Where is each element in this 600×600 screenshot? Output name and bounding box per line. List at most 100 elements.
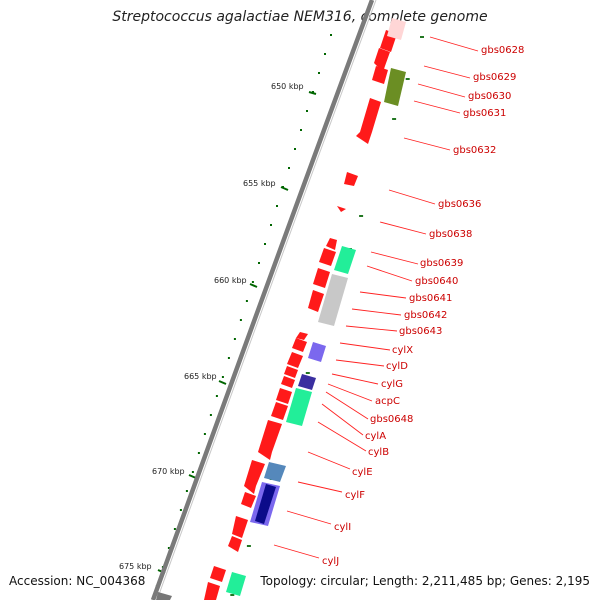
kbp-major-tick [308,91,317,95]
leader-line [370,251,419,265]
gene-label: gbs0648 [370,414,413,425]
ruler-dot [318,72,320,74]
gene-arrow [372,66,388,84]
gene-labels: gbs0628 gbs0629 gbs0630 gbs0631 gbs0632 … [273,36,524,567]
leader-line [417,83,466,98]
kbp-major-tick [188,474,197,479]
gene-label: cylF [345,490,365,501]
ruler-dot [167,547,170,549]
gene-track-categories [156,18,406,600]
kbp-label: 660 kbp [214,276,247,285]
accession-label: Accession: NC_004368 [9,574,146,588]
gene-arrow [292,338,307,352]
ruler-dot [239,319,242,321]
gene-arrow [337,206,346,212]
ruler-dot [330,34,332,36]
gene-track-forward [204,30,397,600]
gene-block [308,342,326,362]
gene-arrow [313,268,330,288]
ruler-dot [209,414,212,416]
gene-arrow [210,566,226,582]
ruler-dot [179,509,182,511]
leader-line [273,544,320,559]
leader-line [317,421,367,452]
leader-line [366,265,413,282]
ruler-dot [203,433,206,435]
ruler-dot [288,167,290,169]
feature-tick [405,78,410,80]
leader-line [327,383,373,402]
gene-arrow [356,98,381,144]
kbp-label: 675 kbp [119,562,152,571]
kbp-label: 665 kbp [184,372,217,381]
leader-line [331,373,379,385]
ruler-dot [258,262,260,264]
gene-label: cylJ [322,556,339,567]
gene-arrow [284,366,298,378]
gene-label: gbs0631 [463,108,506,119]
gene-arrow [308,290,324,312]
ruler-dot [294,148,296,150]
gene-label: acpC [375,396,400,407]
ruler-dot [233,338,236,340]
feature-tick [305,372,310,374]
ruler-dot [251,281,254,283]
gene-label: gbs0640 [415,276,458,287]
gene-arrow [276,388,292,404]
gene-arrow [271,402,288,420]
ruler-dot [185,490,188,492]
gene-label: gbs0641 [409,293,452,304]
leader-line [297,481,343,493]
kbp-label: 670 kbp [152,467,185,476]
gene-arrow [204,582,220,600]
gene-label: cylX [392,345,413,356]
leader-line [325,391,369,420]
ruler-dot [221,376,224,378]
gene-block [286,388,312,426]
ruler-dot [276,205,278,207]
kbp-major-tick [280,186,289,191]
gene-block [384,68,406,106]
leader-line [351,308,402,316]
gene-block [226,572,246,596]
ruler-dot [227,357,230,359]
kbp-axis: 650 kbp 655 kbp 660 kbp 665 kbp 670 kbp … [119,82,317,574]
gene-arrow [244,460,265,494]
kbp-major-tick [218,380,227,385]
ruler-dot [312,91,314,93]
leader-line [335,359,385,367]
gene-block [298,374,316,390]
gene-label: cylI [334,522,351,533]
leader-line [307,451,351,470]
gene-arrow [344,172,358,186]
gene-label: cylB [368,447,389,458]
leader-line [321,403,364,436]
feature-tick [420,36,424,38]
leader-line [388,189,436,205]
gene-label: gbs0632 [453,145,496,156]
leader-line [286,510,332,525]
gene-label: gbs0628 [481,45,524,56]
ruler-dot [324,53,326,55]
ruler-dot [173,528,176,530]
leader-line [413,100,461,114]
gene-block [318,274,348,326]
leader-line [379,221,427,235]
leader-line [403,137,451,151]
gene-arrow [287,352,303,368]
gene-arrow [319,248,336,266]
gene-label: gbs0638 [429,229,472,240]
gene-block [156,592,172,600]
ruler-dot [264,243,266,245]
feature-tick [392,118,397,120]
kbp-label: 655 kbp [243,179,276,188]
gene-label: gbs0630 [468,91,511,102]
feature-tick [246,545,251,547]
gene-label: gbs0642 [404,310,447,321]
ruler-dot [197,452,200,454]
gene-arrow [374,48,390,72]
leader-line [423,65,471,79]
gene-block [387,18,406,40]
gene-arrow [241,492,256,508]
